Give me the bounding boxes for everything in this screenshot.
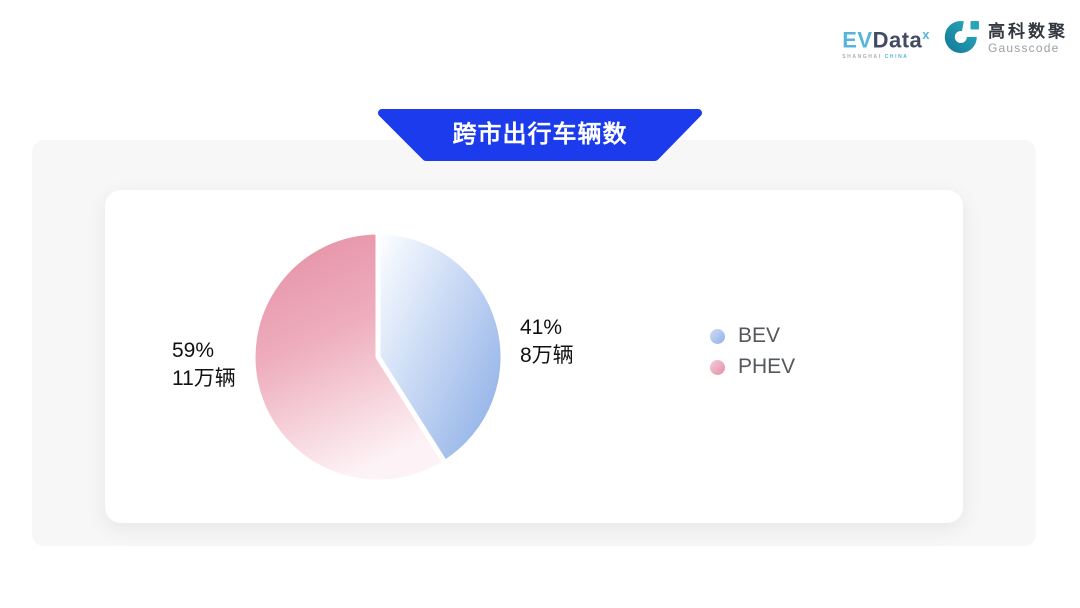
phev-count: 11万辆 [172,367,236,390]
evdata-subtext-shanghai: SHANGHAI [842,54,882,61]
chart-card [105,190,963,523]
gausscode-cn-name: 高科数聚 [988,21,1068,41]
bev-legend-label: BEV [738,324,781,347]
pie-chart-svg [250,229,506,485]
gausscode-text: 高科数聚 Gausscode [988,22,1068,55]
evdata-subtext-china: CHINA [884,54,909,61]
evdata-data-text: Data [872,27,923,53]
gausscode-en-name: Gausscode [988,40,1060,55]
page-title: 跨市出行车辆数 [452,120,628,148]
bev-percent: 41% [520,316,563,339]
legend-item-phev[interactable]: PHEV [710,356,795,378]
title-banner: 跨市出行车辆数 [375,108,705,162]
gausscode-icon [944,21,979,53]
legend-item-bev[interactable]: BEV [710,325,795,347]
pie-chart[interactable] [228,207,528,507]
header-logos: EVDatax SHANGHAI CHINA 高科数聚 Gausscode [842,18,1068,60]
evdata-logo: EVDatax SHANGHAI CHINA [842,24,930,60]
phev-legend-dot-icon [710,359,725,375]
banner-trapezoid-shape [378,109,702,161]
evdata-ev-text: EV [842,27,873,53]
bev-data-label: 41% 8万辆 [520,314,574,370]
phev-legend-label: PHEV [738,355,796,378]
evdata-wordmark: EVDatax [842,24,930,51]
phev-percent: 59% [172,339,215,362]
bev-count: 8万辆 [520,344,574,367]
gausscode-logo: 高科数聚 Gausscode [944,18,1068,58]
pie-slice-phev[interactable] [250,229,448,485]
phev-data-label: 59% 11万辆 [172,337,236,393]
bev-legend-dot-icon [710,328,725,344]
chart-legend: BEV PHEV [710,325,795,378]
evdata-subtext: SHANGHAI CHINA [842,54,930,60]
evdata-superscript: x [922,27,930,42]
